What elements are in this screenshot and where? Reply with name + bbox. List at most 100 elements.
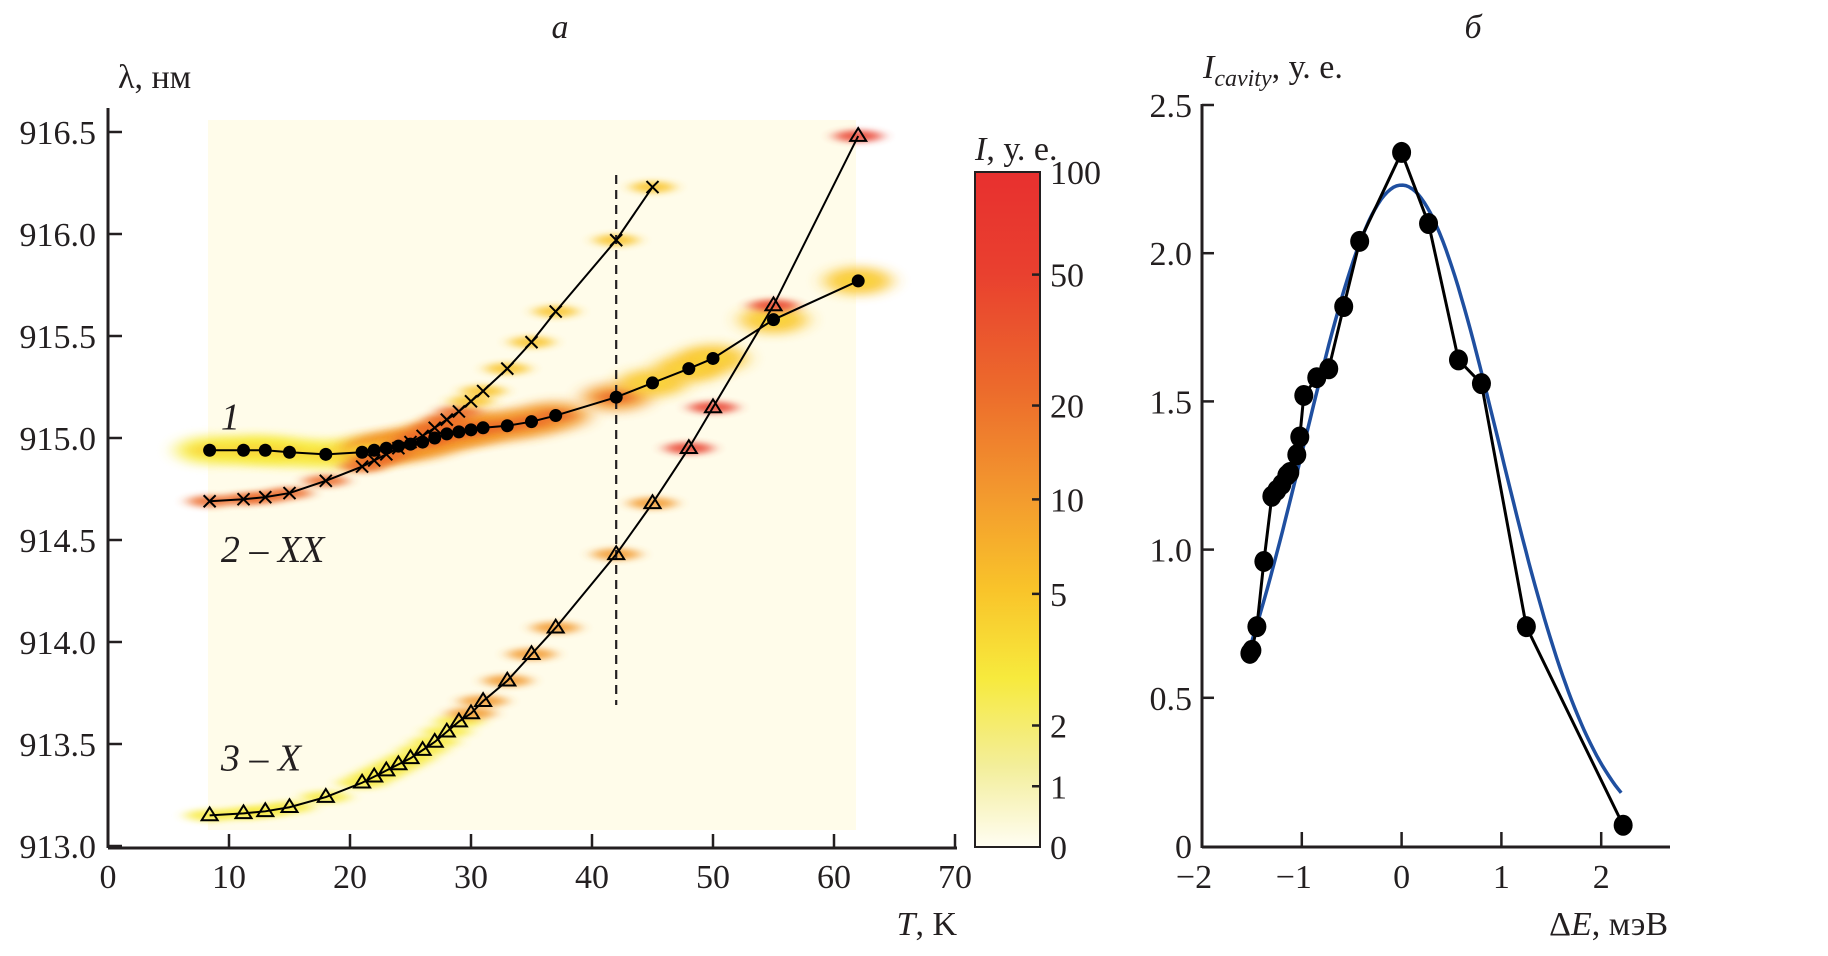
y-tick-label-b: 2.0 [1150,236,1193,273]
y-tick-label-b: 0.5 [1150,681,1193,718]
colorbar-tick-label: 50 [1050,258,1084,295]
data-point-circle [203,443,217,457]
data-point-triangle [763,295,784,312]
data-point-cross [452,404,466,419]
y-tick-label-a: 913.0 [20,829,97,866]
data-point-cross [391,441,406,455]
x-ticks-b: −2 −1 0 1 2 [1176,832,1610,896]
data-point [1334,296,1354,318]
data-point-triangle [412,740,433,756]
y-tick-label-b: 1.5 [1150,384,1193,421]
x-tick-label-b: −1 [1276,859,1312,896]
x-axis-title-b: ΔE, мэВ [1549,906,1668,943]
colorbar-title-var: I [974,131,988,168]
x-axis-title-a: T, K [897,906,958,943]
colorbar-title-unit: , у. е. [986,131,1057,168]
series-a [199,126,869,822]
data-point-cross [282,486,297,500]
data-point [1254,550,1274,572]
data-point-triangle [678,438,699,454]
data-point [1448,349,1468,371]
data-point-cross [403,435,418,449]
x-axis-title-b-unit: , мэВ [1592,906,1668,943]
panel-a-title: а [552,9,569,46]
data-point-circle [767,313,780,327]
data-point-circle [367,443,381,457]
data-point-cross [500,361,515,376]
x-tick-label-a: 20 [333,859,367,896]
heatmap-background [208,120,856,830]
data-point-circle [706,351,720,365]
series-b [1240,141,1633,836]
data-point-circle [440,427,454,441]
data-point-cross [427,421,442,435]
data-point-triangle [606,544,627,561]
data-point [1294,384,1314,406]
x-tick-label-a: 60 [817,859,851,896]
data-point-triangle [436,721,457,738]
data-point-cross [379,447,394,462]
panel-b: б 0 0.5 1.0 1.5 2.0 2.5 −2 −1 0 1 2 Icavity, у. е… [1150,9,1670,943]
x-axis-title-b-var2: E [1570,906,1592,943]
x-axis-title-a-var: T [897,906,918,943]
y-axis-title-b-var: I [1202,49,1216,86]
colorbar-tick-label: 10 [1050,482,1084,519]
data-point-triangle [497,670,518,687]
x-tick-label-a: 30 [454,859,488,896]
data-point-cross [355,459,369,474]
data-point-triangle [461,703,481,720]
x-axis-title-b-var: Δ [1549,906,1571,943]
data-point-triangle [233,803,254,820]
colorbar-tick-label: 100 [1050,155,1101,192]
series-labels-a: 1 2 – XX 3 – X [220,397,326,780]
data-point [1319,358,1339,380]
y-tick-label-b: 2.5 [1150,88,1193,125]
data-point-cross [415,429,430,443]
data-point [1242,639,1262,661]
data-point-cross [548,304,563,319]
data-point-circle [428,431,442,445]
x-tick-label-a: 0 [100,859,117,896]
data-point-circle [452,425,466,439]
colorbar-gradient [974,171,1041,848]
data-point [1350,230,1370,252]
x-tick-label-b: −2 [1176,859,1212,896]
y-tick-label-b: 0 [1175,829,1192,866]
data-point-triangle [255,801,276,818]
data-point [1392,141,1412,163]
data-point [1516,616,1536,638]
x-tick-label-b: 0 [1393,859,1410,896]
data-point-circle [319,447,333,461]
data-point-triangle [642,493,663,510]
data-point-circle [549,409,563,423]
data-point [1471,373,1491,395]
y-axis-title-b: Icavity, у. е. [1202,49,1343,92]
x-tick-label-a: 70 [938,859,972,896]
data-point-triangle [703,397,723,414]
panel-a: а 913.0 913.5 914.0 914.5 915.0 915.5 916.0 916… [20,9,1102,943]
data-point-cross [202,494,217,508]
data-point-circle [851,274,865,288]
data-point [1419,213,1439,235]
colorbar-tick-label: 1 [1050,769,1067,806]
data-point-cross [236,492,251,506]
data-point-triangle [199,805,220,822]
data-point-circle [525,415,538,429]
y-tick-label-a: 913.5 [20,727,97,764]
data-point-cross [476,384,490,398]
colorbar-tick-label: 5 [1050,577,1067,614]
data-point-cross [258,490,273,504]
data-point-triangle [424,732,445,748]
y-tick-label-a: 916.0 [20,217,97,254]
data-point-triangle [545,617,566,634]
y-axis-title-b-unit: , у. е. [1272,49,1343,86]
data-point-circle [609,390,623,404]
x-tick-label-a: 50 [696,859,730,896]
data-point-circle [464,423,478,437]
y-ticks-b: 0 0.5 1.0 1.5 2.0 2.5 [1150,88,1214,866]
colorbar-tick-label: 20 [1050,389,1084,426]
heatmap [175,120,893,830]
